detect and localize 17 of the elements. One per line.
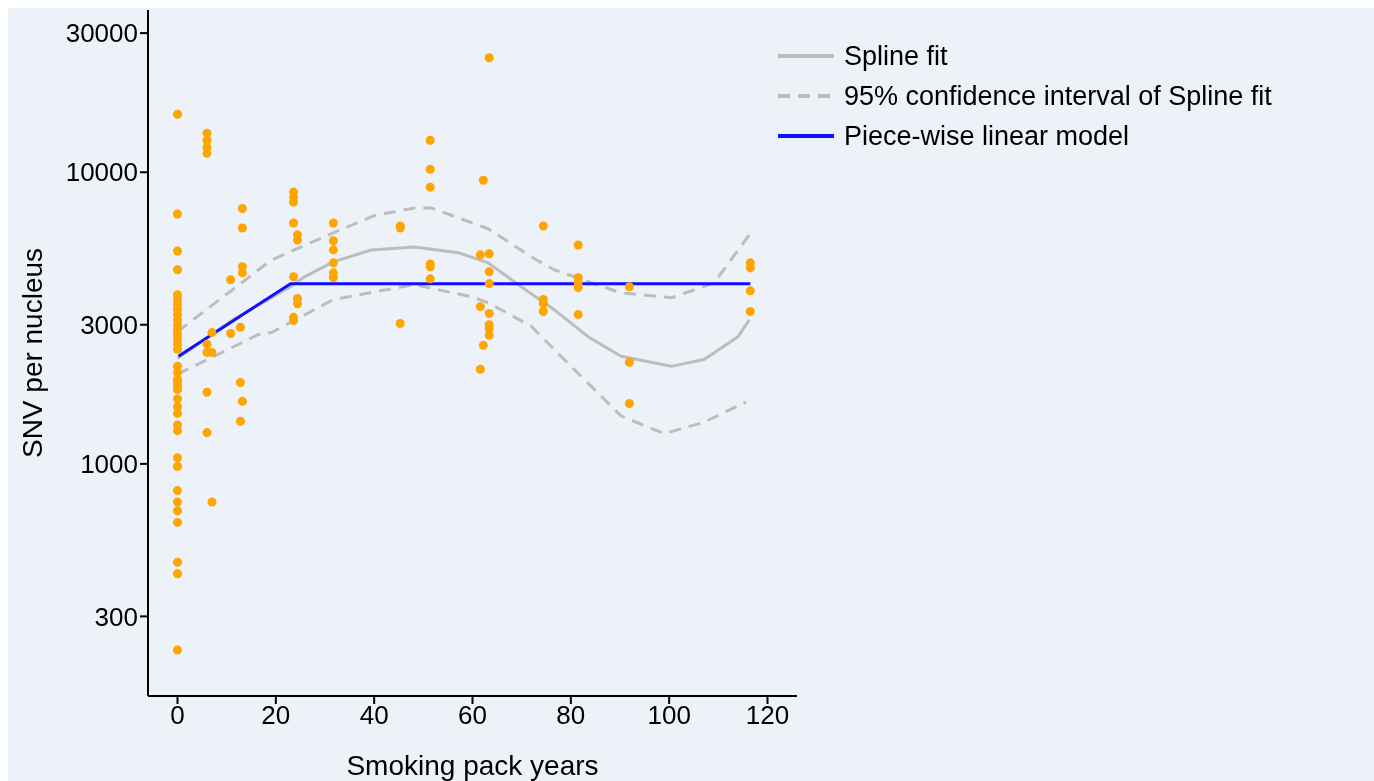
x-tick-label: 40 [359,700,389,731]
legend-label: 95% confidence interval of Spline fit [844,80,1272,112]
y-tick-label: 3000 [80,309,138,340]
x-tick-label: 0 [170,700,185,731]
legend-label: Piece-wise linear model [844,120,1130,152]
x-tick-label: 20 [261,700,291,731]
x-tick-label: 120 [745,700,790,731]
y-tick-label: 1000 [80,449,138,480]
x-tick-label: 60 [458,700,487,731]
y-axis-title: SNV per nucleus [16,247,48,459]
x-tick-label: 80 [556,700,586,731]
x-axis-title: Smoking pack years [346,750,599,781]
y-tick-label: 10000 [65,157,138,188]
y-tick-label: 300 [94,601,138,632]
y-tick-label: 30000 [65,18,138,49]
legend-label: Spline fit [844,40,948,72]
x-tick-label: 100 [647,700,691,731]
